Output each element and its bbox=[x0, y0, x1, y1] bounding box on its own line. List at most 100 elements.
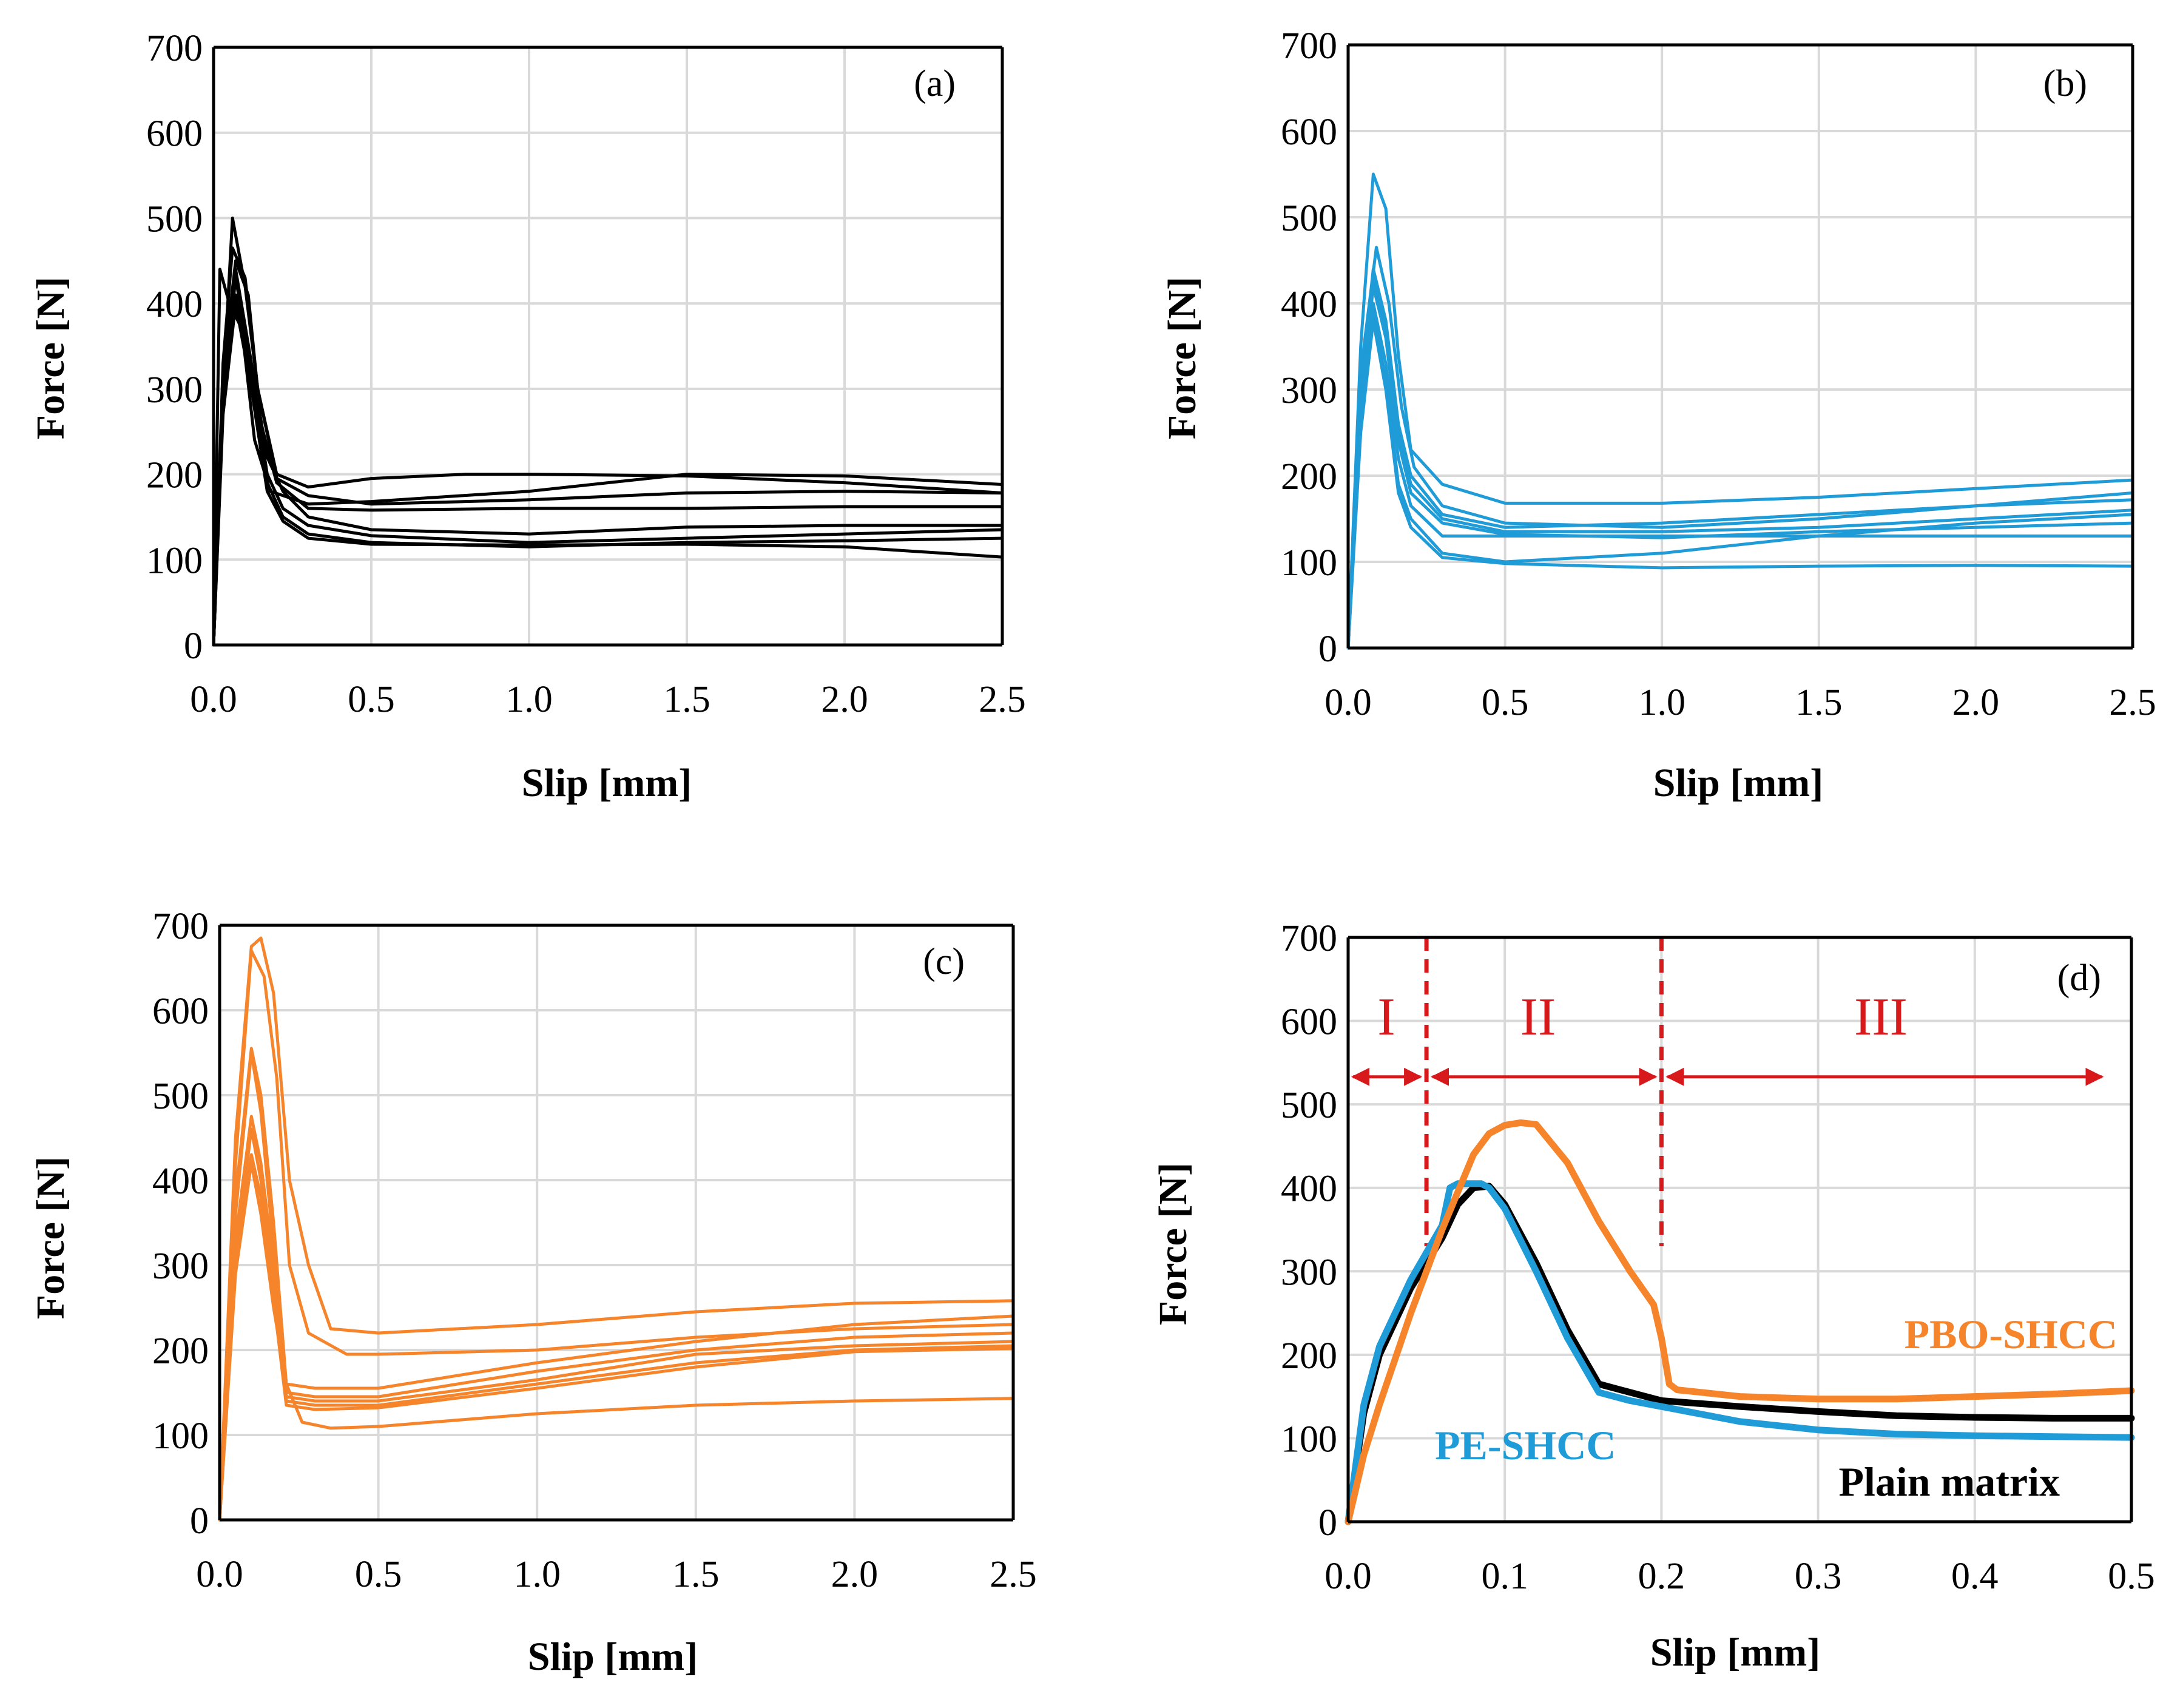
panel-d-chart: 0.0 0.1 0.2 0.3 0.4 0.5 0 100 200 300 400 500 600 700… bbox=[1151, 918, 2155, 1675]
panel-c-x-tick-label: 0.5 bbox=[355, 1554, 402, 1595]
panel-a-x-tick-label: 2.5 bbox=[979, 679, 1026, 720]
panel-a-y-axis-label: Force [N] bbox=[29, 277, 73, 439]
panel-c-y-tick-label: 200 bbox=[152, 1331, 209, 1372]
panel-b-series-line-5 bbox=[1346, 285, 2134, 650]
panel-a-series-line-3 bbox=[212, 246, 1004, 647]
panel-c-series-line-6 bbox=[218, 1127, 1015, 1522]
panel-d-series-line-3 bbox=[1345, 1119, 2135, 1525]
panel-a-y-tick-label: 0 bbox=[184, 626, 203, 667]
panel-d-y-tick-label: 600 bbox=[1281, 1002, 1337, 1043]
series-label-pe-shcc: PE-SHCC bbox=[1435, 1422, 1616, 1468]
panel-d-x-tick-label: 0.1 bbox=[1481, 1556, 1528, 1597]
panel-c-series-line-5 bbox=[218, 1115, 1015, 1522]
panel-b-y-tick-label: 500 bbox=[1281, 198, 1337, 239]
panel-a-series-line-1 bbox=[212, 216, 1004, 647]
panel-a-series-line-5 bbox=[212, 268, 1004, 647]
panel-d-y-tick-label: 100 bbox=[1281, 1419, 1337, 1460]
panel-d-x-tick-label: 0.5 bbox=[2108, 1556, 2155, 1597]
panel-a-y-tick-label: 500 bbox=[146, 198, 203, 240]
panel-b-y-tick-label: 300 bbox=[1281, 370, 1337, 411]
panel-b-series-line-4 bbox=[1346, 275, 2134, 650]
panel-a-x-axis-label: Slip [mm] bbox=[522, 761, 692, 805]
panel-a-y-tick-label: 700 bbox=[146, 28, 203, 69]
panel-a-x-tick-label: 2.0 bbox=[821, 679, 868, 720]
panel-a-y-tick-label: 600 bbox=[146, 113, 203, 155]
panel-b-x-tick-label: 2.5 bbox=[2109, 682, 2156, 723]
region-label-2: II bbox=[1520, 988, 1556, 1047]
panel-c-x-tick-label: 2.5 bbox=[990, 1554, 1037, 1595]
panel-c-x-tick-label: 1.0 bbox=[513, 1554, 561, 1595]
panel-d-x-tick-label: 0.4 bbox=[1951, 1556, 1999, 1597]
panel-d-y-tick-label: 300 bbox=[1281, 1252, 1337, 1293]
panel-a-series-line-7 bbox=[212, 293, 1004, 647]
panel-d-x-tick-label: 0.2 bbox=[1638, 1556, 1685, 1597]
panel-a-series-line-4 bbox=[212, 259, 1004, 647]
panel-c-plot-area: 0.0 0.5 1.0 1.5 2.0 2.5 0 100 200 300 400 500 600 700 bbox=[152, 906, 1037, 1595]
panel-b-x-tick-label: 0.0 bbox=[1324, 682, 1372, 723]
panel-b-series-line-2 bbox=[1346, 246, 2134, 650]
panel-b-plot-area: 0.0 0.5 1.0 1.5 2.0 2.5 0 100 200 300 400 500 600 700 bbox=[1281, 25, 2156, 723]
panel-d-y-tick-label: 0 bbox=[1318, 1502, 1337, 1544]
panel-c-x-tick-label: 0.0 bbox=[196, 1554, 243, 1595]
panel-c-y-tick-label: 400 bbox=[152, 1161, 209, 1202]
region-label-3: III bbox=[1854, 988, 1908, 1047]
panel-a-y-tick-label: 300 bbox=[146, 370, 203, 411]
panel-d-y-tick-label: 400 bbox=[1281, 1169, 1337, 1210]
panel-a-x-tick-label: 0.0 bbox=[190, 679, 237, 720]
panel-d-y-axis-label: Force [N] bbox=[1151, 1163, 1195, 1325]
panel-b-x-tick-label: 1.0 bbox=[1638, 682, 1685, 723]
panel-b-y-axis-label: Force [N] bbox=[1160, 277, 1204, 439]
panel-b-y-tick-label: 400 bbox=[1281, 284, 1337, 325]
panel-b-x-axis-label: Slip [mm] bbox=[1653, 761, 1824, 805]
panel-c-series-line-1 bbox=[218, 936, 1015, 1522]
panel-b-y-tick-label: 700 bbox=[1281, 25, 1337, 67]
panel-c-label: (c) bbox=[923, 941, 965, 982]
panel-d-y-tick-label: 700 bbox=[1281, 918, 1337, 959]
panel-b-label: (b) bbox=[2043, 63, 2087, 104]
panel-c-series-line-2 bbox=[218, 949, 1015, 1522]
panel-a-label: (a) bbox=[914, 63, 956, 104]
series-label-pbo-shcc: PBO-SHCC bbox=[1905, 1311, 2117, 1357]
panel-b-x-tick-label: 1.5 bbox=[1795, 682, 1843, 723]
panel-b-y-tick-label: 100 bbox=[1281, 542, 1337, 584]
panel-a-x-tick-label: 1.5 bbox=[663, 679, 710, 720]
panel-d-y-tick-label: 200 bbox=[1281, 1335, 1337, 1377]
panel-c-x-tick-label: 2.0 bbox=[831, 1554, 879, 1595]
panel-b-series-line-8 bbox=[1346, 319, 2134, 650]
panel-c-x-tick-label: 1.5 bbox=[672, 1554, 720, 1595]
panel-b-series-line-3 bbox=[1346, 267, 2134, 650]
panel-d-y-tick-label: 500 bbox=[1281, 1085, 1337, 1126]
panel-a-y-tick-label: 100 bbox=[146, 540, 203, 581]
panel-c-y-tick-label: 500 bbox=[152, 1076, 209, 1117]
panel-c-y-tick-label: 700 bbox=[152, 906, 209, 947]
panel-d-plot-area: 0.0 0.1 0.2 0.3 0.4 0.5 0 100 200 300 400 500 600 700 bbox=[1281, 918, 2155, 1597]
panel-c-y-tick-label: 100 bbox=[152, 1416, 209, 1457]
panel-a-series-line-2 bbox=[212, 268, 1004, 647]
panel-a-series-line-6 bbox=[212, 276, 1004, 647]
panel-b-y-tick-label: 200 bbox=[1281, 456, 1337, 498]
panel-c-chart: 0.0 0.5 1.0 1.5 2.0 2.5 0 100 200 300 400 500 600 700… bbox=[29, 906, 1037, 1679]
panel-b-series-line-7 bbox=[1346, 310, 2134, 650]
panel-b-y-tick-label: 0 bbox=[1318, 629, 1337, 670]
panel-c-y-axis-label: Force [N] bbox=[29, 1156, 73, 1319]
panel-a-x-tick-label: 0.5 bbox=[348, 679, 395, 720]
panel-c-y-tick-label: 600 bbox=[152, 991, 209, 1032]
panel-a-y-tick-label: 400 bbox=[146, 284, 203, 325]
region-label-1: I bbox=[1377, 988, 1395, 1047]
series-label-plain-matrix: Plain matrix bbox=[1838, 1459, 2060, 1505]
panel-d-series-line-1 bbox=[1345, 1183, 2135, 1525]
panel-c-series-line-4 bbox=[218, 1051, 1015, 1522]
panel-a-series-line-8 bbox=[212, 302, 1004, 647]
panel-b-x-tick-label: 2.0 bbox=[1952, 682, 2000, 723]
panel-b-chart: 0.0 0.5 1.0 1.5 2.0 2.5 0 100 200 300 400 500 600 700… bbox=[1160, 25, 2156, 805]
panel-c-y-tick-label: 300 bbox=[152, 1246, 209, 1287]
panel-c-series-line-3 bbox=[218, 1047, 1015, 1522]
panel-d-label: (d) bbox=[2057, 957, 2101, 999]
panel-c-x-axis-label: Slip [mm] bbox=[528, 1635, 698, 1679]
panel-b-x-tick-label: 0.5 bbox=[1482, 682, 1529, 723]
panel-a-chart: 0.0 0.5 1.0 1.5 2.0 2.5 0 100 200 300 400 500 600 700… bbox=[29, 28, 1026, 805]
panel-d-x-tick-label: 0.3 bbox=[1795, 1556, 1842, 1597]
panel-b-series-line-1 bbox=[1346, 172, 2134, 650]
panel-d-x-tick-label: 0.0 bbox=[1324, 1556, 1372, 1597]
